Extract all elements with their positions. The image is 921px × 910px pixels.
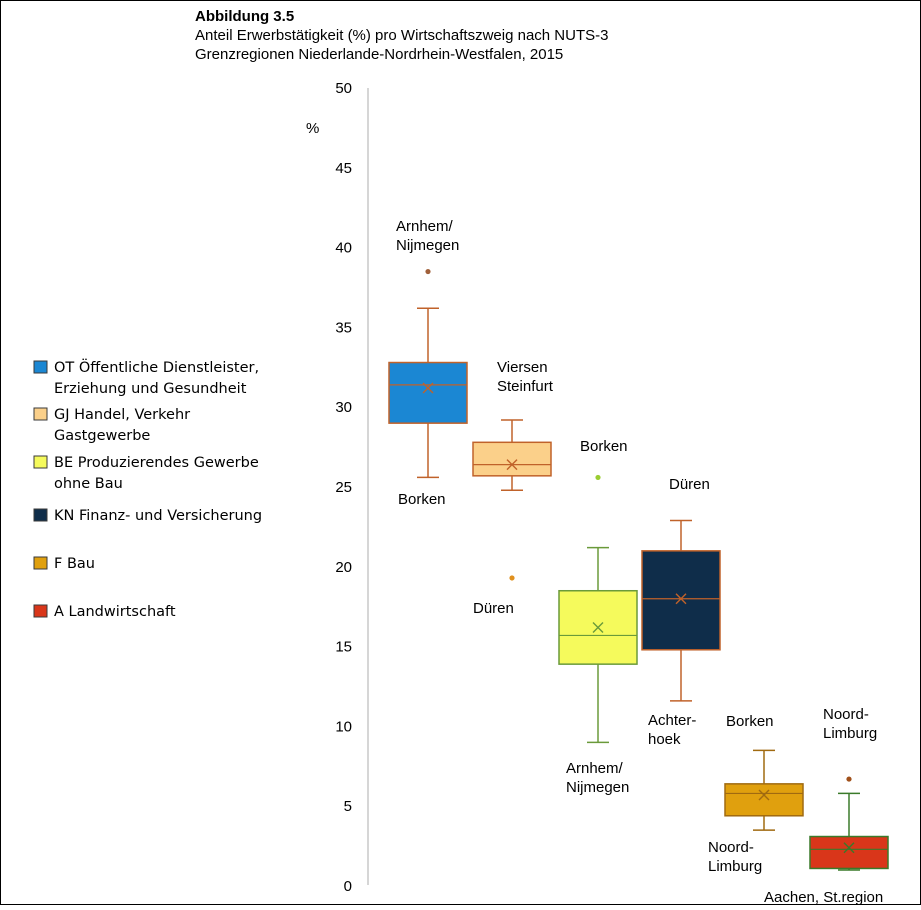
legend-label: Erziehung und Gesundheit: [54, 381, 247, 397]
box-annotation: Noord-: [708, 839, 754, 856]
box-iqr: [809, 835, 889, 870]
box-group: [724, 749, 804, 831]
outlier-point: [425, 268, 431, 275]
chart-subtitle-line-2: Grenzregionen Niederlande-Nordrhein-West…: [195, 46, 563, 63]
legend-label: A Landwirtschaft: [54, 604, 176, 620]
box-annotation: Düren: [669, 476, 710, 493]
mean-marker: [592, 621, 604, 633]
legend: OT Öffentliche Dienstleister, Erziehung u…: [33, 358, 262, 620]
annotations: Arnhem/Nijmegen Borken Viersen Steinfurt Dür…: [396, 218, 883, 906]
box-group: [472, 419, 552, 581]
box-annotation: Limburg: [823, 725, 877, 742]
y-tick-label: 35: [335, 319, 352, 336]
legend-label: BE Produzierendes Gewerbe: [54, 455, 259, 471]
y-tick-label: 0: [344, 878, 352, 895]
legend-swatch: [33, 508, 48, 522]
y-tick-label: 10: [335, 718, 352, 735]
legend-label: F Bau: [54, 556, 95, 572]
box-annotation: Viersen: [497, 359, 548, 376]
box-group: [388, 268, 468, 479]
box-group: [641, 519, 721, 702]
outlier-point: [846, 776, 852, 782]
box-annotation: Limburg: [708, 858, 762, 875]
legend-label: KN Finanz- und Versicherung: [54, 508, 262, 524]
box-annotation: Aachen, St.region: [764, 889, 883, 905]
y-tick-label: 25: [335, 479, 352, 496]
mean-marker: [506, 459, 518, 471]
chart-title: Abbildung 3.5: [195, 8, 294, 25]
y-tick-label: 20: [335, 559, 352, 576]
y-tick-label: 30: [335, 399, 352, 416]
box-iqr: [641, 550, 721, 651]
box-annotation: Steinfurt: [497, 378, 554, 395]
y-tick-label: 15: [335, 639, 352, 656]
box-iqr: [724, 783, 804, 817]
mean-marker: [758, 789, 770, 801]
mean-marker: [675, 593, 687, 605]
box-annotation: Noord-: [823, 706, 869, 723]
mean-marker: [843, 842, 855, 854]
outlier-point: [509, 575, 515, 581]
boxes: [388, 268, 889, 871]
y-axis-ticks: 0 5 10 15 20 25 30 35 40 45 50: [335, 80, 352, 895]
box-annotation: Borken: [726, 713, 774, 730]
box-annotation: Nijmegen: [566, 779, 629, 796]
mean-marker: [422, 382, 434, 394]
y-tick-label: 5: [344, 798, 352, 815]
y-tick-label: 50: [335, 80, 352, 97]
legend-swatch: [33, 360, 48, 374]
box-annotation: Düren: [473, 600, 514, 617]
y-tick-label: 45: [335, 160, 352, 177]
box-annotation: Achter-: [648, 712, 696, 729]
outlier-point: [595, 474, 601, 481]
box-annotation: Borken: [398, 491, 446, 508]
box-iqr: [472, 441, 552, 477]
box-annotation: Borken: [580, 438, 628, 455]
legend-label: ohne Bau: [54, 476, 123, 492]
box-group: [558, 474, 638, 744]
box-annotation: Nijmegen: [396, 237, 459, 254]
chart-subtitle-line-1: Anteil Erwerbstätigkeit (%) pro Wirtscha…: [195, 27, 608, 44]
box-annotation: Arnhem/: [566, 760, 624, 777]
box-group: [809, 776, 889, 871]
legend-label: OT Öffentliche Dienstleister,: [54, 358, 259, 376]
legend-swatch: [33, 556, 48, 570]
legend-swatch: [33, 604, 48, 618]
y-tick-label: 40: [335, 240, 352, 257]
legend-label: GJ Handel, Verkehr: [54, 407, 190, 423]
legend-swatch: [33, 407, 48, 421]
legend-swatch: [33, 455, 48, 469]
y-axis-unit: %: [306, 120, 319, 137]
box-iqr: [388, 361, 468, 424]
box-annotation: hoek: [648, 731, 681, 748]
box-annotation: Arnhem/: [396, 218, 454, 235]
legend-label: Gastgewerbe: [54, 428, 150, 444]
